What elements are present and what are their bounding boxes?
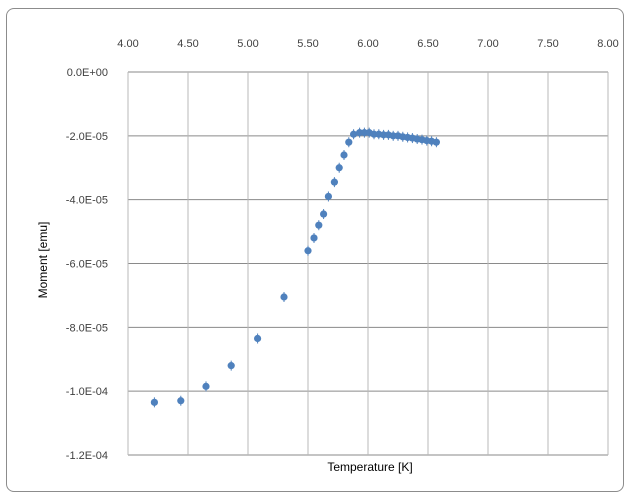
data-point [340,151,348,159]
data-point [345,138,353,146]
data-point [350,130,358,138]
data-point [304,247,312,255]
y-axis-title: Moment [emu] [36,222,50,299]
data-point [254,334,262,343]
x-tick-label: 4.50 [177,38,198,50]
x-tick-label: 8.00 [597,38,618,50]
data-point [315,221,323,229]
y-tick-label: 0.0E+00 [67,67,108,79]
data-points [150,127,440,408]
y-tick-label: -2.0E-05 [66,131,108,143]
data-point [432,138,440,146]
x-tick-label: 6.50 [417,38,438,50]
data-point [324,192,332,201]
x-tick-label: 5.00 [237,38,258,50]
x-axis-title: Temperature [K] [327,460,412,474]
data-point [280,293,288,301]
x-tick-label: 7.50 [537,38,558,50]
data-point [330,178,338,186]
data-point [177,397,185,405]
y-tick-label: -6.0E-05 [66,259,108,271]
data-point [150,398,158,406]
tick-labels: 0.0E+00 -2.0E-05 -4.0E-05 -6.0E-05 -8.0E-05 -… [66,38,619,462]
x-tick-label: 6.00 [357,38,378,50]
x-tick-label: 5.50 [297,38,318,50]
data-point [310,234,318,242]
y-tick-label: -8.0E-05 [66,322,108,334]
data-point [227,362,235,370]
y-tick-label: -1.0E-04 [66,386,108,398]
data-point [335,164,343,172]
x-tick-label: 4.00 [117,38,138,50]
y-tick-label: -1.2E-04 [66,450,108,462]
y-tick-label: -4.0E-05 [66,195,108,207]
x-tick-label: 7.00 [477,38,498,50]
data-point [320,210,328,218]
grid-layer [127,71,609,456]
data-point [202,382,210,390]
chart-frame [6,8,624,492]
